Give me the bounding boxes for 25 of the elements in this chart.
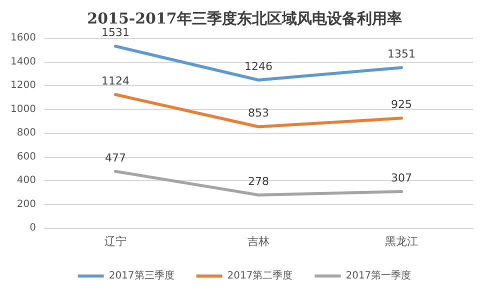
y-tick-label: 600	[16, 151, 36, 162]
data-label: 1124	[102, 74, 130, 88]
data-label: 853	[248, 106, 269, 120]
y-tick-label: 200	[16, 198, 36, 210]
y-tick-label: 1000	[10, 104, 36, 115]
x-tick-label: 辽宁	[104, 235, 126, 248]
x-tick-label: 黑龙江	[385, 235, 418, 248]
legend-label: 2017第一季度	[346, 270, 412, 282]
y-tick-label: 800	[16, 128, 36, 138]
data-label: 307	[391, 172, 412, 185]
data-label: 1531	[102, 26, 130, 40]
y-tick-label: 0	[30, 222, 36, 234]
data-label: 925	[391, 98, 412, 112]
data-label: 1246	[244, 60, 272, 74]
y-tick-label: 1600	[10, 32, 36, 44]
y-tick-label: 400	[16, 175, 36, 186]
chart-title: 2015-2017年三季度东北区域风电设备利用率	[87, 10, 402, 28]
y-tick-label: 1400	[10, 56, 36, 68]
data-label: 477	[105, 151, 126, 164]
x-tick-label: 吉林	[248, 235, 270, 248]
legend-label: 2017第二季度	[227, 270, 293, 282]
data-label: 1351	[388, 48, 416, 61]
data-label: 278	[248, 174, 269, 188]
y-tick-label: 1200	[10, 80, 36, 91]
legend-label: 2017第三季度	[108, 270, 174, 282]
